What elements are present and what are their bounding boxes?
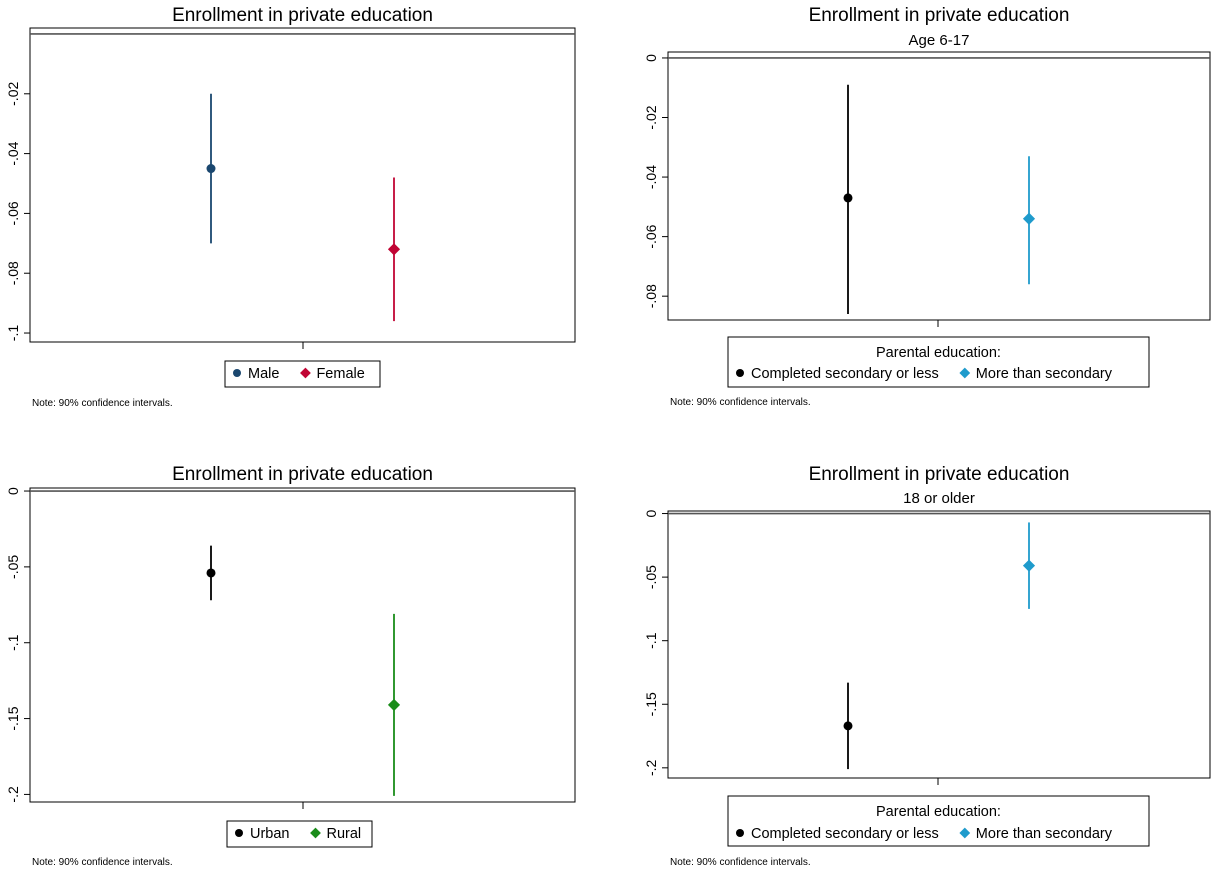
chart-subtitle: 18 or older xyxy=(903,490,975,507)
point-estimate-diamond xyxy=(387,698,401,711)
point-estimate-diamond xyxy=(1022,212,1036,225)
legend-box xyxy=(224,360,381,388)
legend: Parental education: Completed secondary o… xyxy=(727,795,1150,847)
y-tick-label: -.06 xyxy=(5,201,21,225)
plot-frame xyxy=(667,510,1211,779)
chart-panel-4: -.2 -.15 -.1 -.05 0 Enrollment in private edu… xyxy=(643,464,1211,868)
y-tick-label: 0 xyxy=(643,509,659,517)
y-tick-label: -.2 xyxy=(643,759,659,776)
point-estimate-circle xyxy=(843,193,853,203)
note-text: Note: 90% confidence intervals. xyxy=(670,397,811,408)
chart-title: Enrollment in private education xyxy=(809,464,1070,485)
legend-box xyxy=(727,336,1150,388)
legend-marker xyxy=(233,369,241,377)
legend-entry: Female xyxy=(316,366,364,382)
chart-title: Enrollment in private education xyxy=(172,5,433,26)
legend-marker xyxy=(300,367,311,379)
legend-title: Parental education: xyxy=(876,345,1001,361)
legend-marker xyxy=(235,829,243,837)
note-text: Note: 90% confidence intervals. xyxy=(670,857,811,868)
legend-entry: More than secondary xyxy=(976,366,1113,382)
y-tick-label: -.05 xyxy=(643,565,659,589)
legend-entry: Rural xyxy=(327,826,362,842)
y-tick-label: -.1 xyxy=(5,325,21,342)
legend: Parental education: Completed secondary o… xyxy=(727,336,1150,388)
y-tick-label: -.08 xyxy=(643,284,659,308)
y-tick-label: -.02 xyxy=(643,105,659,129)
y-tick-label: -.04 xyxy=(5,141,21,165)
legend-box xyxy=(226,820,373,848)
legend-entry: Urban xyxy=(250,826,290,842)
legend-box xyxy=(727,795,1150,847)
legend-marker xyxy=(736,369,744,377)
plot-frame xyxy=(667,51,1211,321)
point-estimate-circle xyxy=(206,568,216,578)
legend: Male Female xyxy=(224,360,381,388)
chart-title: Enrollment in private education xyxy=(172,464,433,485)
point-estimate-circle xyxy=(206,164,216,174)
y-tick-label: -.15 xyxy=(643,692,659,716)
y-tick-label: -.2 xyxy=(5,786,21,803)
note-text: Note: 90% confidence intervals. xyxy=(32,398,173,409)
point-estimate-diamond xyxy=(1022,559,1036,572)
y-tick-label: -.15 xyxy=(5,706,21,730)
y-tick-label: -.06 xyxy=(643,224,659,248)
point-estimate-circle xyxy=(843,721,853,731)
y-tick-label: -.1 xyxy=(5,634,21,651)
legend-entry: Completed secondary or less xyxy=(751,826,939,842)
legend: Urban Rural xyxy=(226,820,373,848)
y-tick-label: 0 xyxy=(5,487,21,495)
legend-title: Parental education: xyxy=(876,804,1001,820)
legend-entry: Completed secondary or less xyxy=(751,366,939,382)
chart-panel-2: -.08 -.06 -.04 -.02 0 Enrollment in private e… xyxy=(643,5,1211,408)
legend-marker xyxy=(310,827,321,839)
legend-entry: More than secondary xyxy=(976,826,1113,842)
y-tick-label: -.08 xyxy=(5,261,21,285)
plot-frame xyxy=(29,27,576,343)
y-tick-label: 0 xyxy=(643,54,659,62)
y-tick-label: -.04 xyxy=(643,165,659,189)
chart-panel-1: -.1 -.08 -.06 -.04 -.02 Enrollment in private… xyxy=(5,5,576,409)
y-tick-label: -.05 xyxy=(5,555,21,579)
point-estimate-diamond xyxy=(387,243,401,256)
plot-frame xyxy=(29,487,576,803)
y-tick-label: -.1 xyxy=(643,632,659,649)
legend-marker xyxy=(736,829,744,837)
chart-panel-3: -.2 -.15 -.1 -.05 0 Enrollment in private edu… xyxy=(5,464,576,868)
chart-subtitle: Age 6-17 xyxy=(909,32,970,49)
y-tick-label: -.02 xyxy=(5,82,21,106)
note-text: Note: 90% confidence intervals. xyxy=(32,857,173,868)
legend-marker xyxy=(959,367,971,379)
legend-marker xyxy=(959,827,971,839)
legend-entry: Male xyxy=(248,366,279,382)
chart-title: Enrollment in private education xyxy=(809,5,1070,26)
